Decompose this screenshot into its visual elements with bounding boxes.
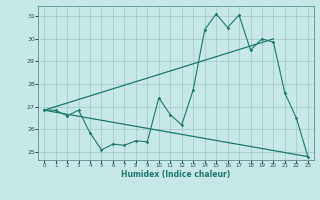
X-axis label: Humidex (Indice chaleur): Humidex (Indice chaleur) bbox=[121, 170, 231, 179]
